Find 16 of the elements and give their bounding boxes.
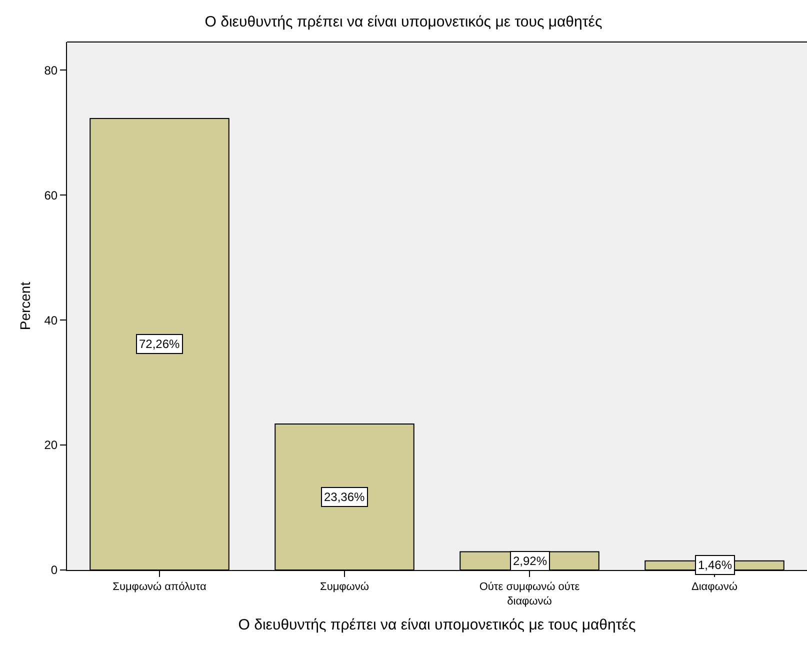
data-label: 1,46% [698, 558, 732, 572]
y-tick-label: 80 [44, 63, 58, 78]
data-label: 23,36% [324, 490, 366, 504]
chart-title: Ο διευθυντής πρέπει να είναι υπομονετικός με τους μαθητές [204, 14, 602, 31]
x-tick-label: Διαφωνώ [692, 581, 738, 594]
y-tick-label: 0 [50, 563, 58, 578]
y-tick-label: 20 [44, 438, 58, 452]
data-label: 2,92% [513, 554, 548, 568]
x-tick-label: Συμφωνώ [320, 581, 370, 594]
y-tick-label: 60 [44, 188, 58, 202]
x-tick-label: Ούτε συμφωνώ ούτε διαφωνώ [479, 581, 580, 608]
y-axis-title: Percent [16, 282, 33, 330]
data-label: 72,26% [139, 337, 180, 351]
y-tick-label: 40 [44, 313, 58, 328]
x-tick-label: Συμφωνώ απόλυτα [112, 581, 207, 594]
x-axis-title: Ο διευθυντής πρέπει να είναι υπομονετικός με τους μαθητές [238, 616, 636, 634]
